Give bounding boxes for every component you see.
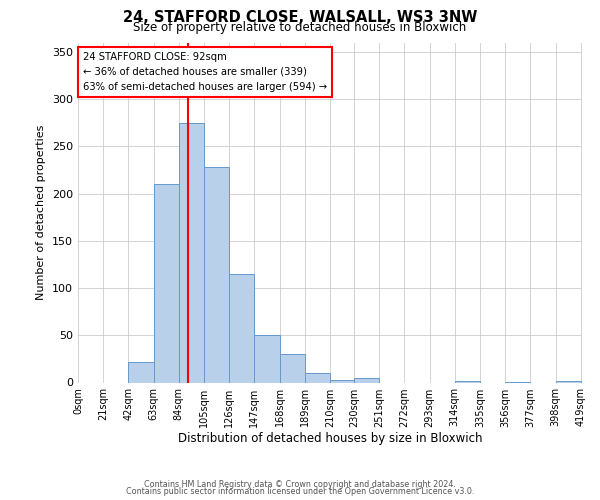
Bar (179, 123, 204, 382)
Bar (455, 380, 480, 382)
Text: 24, STAFFORD CLOSE, WALSALL, WS3 3NW: 24, STAFFORD CLOSE, WALSALL, WS3 3NW (123, 10, 477, 25)
Bar (229, 274, 254, 382)
Y-axis label: Number of detached properties: Number of detached properties (37, 125, 46, 300)
Text: Size of property relative to detached houses in Bloxwich: Size of property relative to detached ho… (133, 22, 467, 35)
X-axis label: Distribution of detached houses by size in Bloxwich: Distribution of detached houses by size … (178, 432, 482, 446)
Bar (154, 184, 179, 382)
Bar (330, 380, 355, 382)
Bar (204, 167, 229, 382)
Bar (556, 380, 581, 382)
Bar (280, 354, 305, 382)
Bar (128, 362, 154, 382)
Text: Contains HM Land Registry data © Crown copyright and database right 2024.: Contains HM Land Registry data © Crown c… (144, 480, 456, 489)
Bar (305, 373, 330, 382)
Text: 24 STAFFORD CLOSE: 92sqm
← 36% of detached houses are smaller (339)
63% of semi-: 24 STAFFORD CLOSE: 92sqm ← 36% of detach… (83, 52, 327, 92)
Bar (354, 378, 379, 382)
Text: Contains public sector information licensed under the Open Government Licence v3: Contains public sector information licen… (126, 487, 474, 496)
Bar (254, 336, 280, 382)
